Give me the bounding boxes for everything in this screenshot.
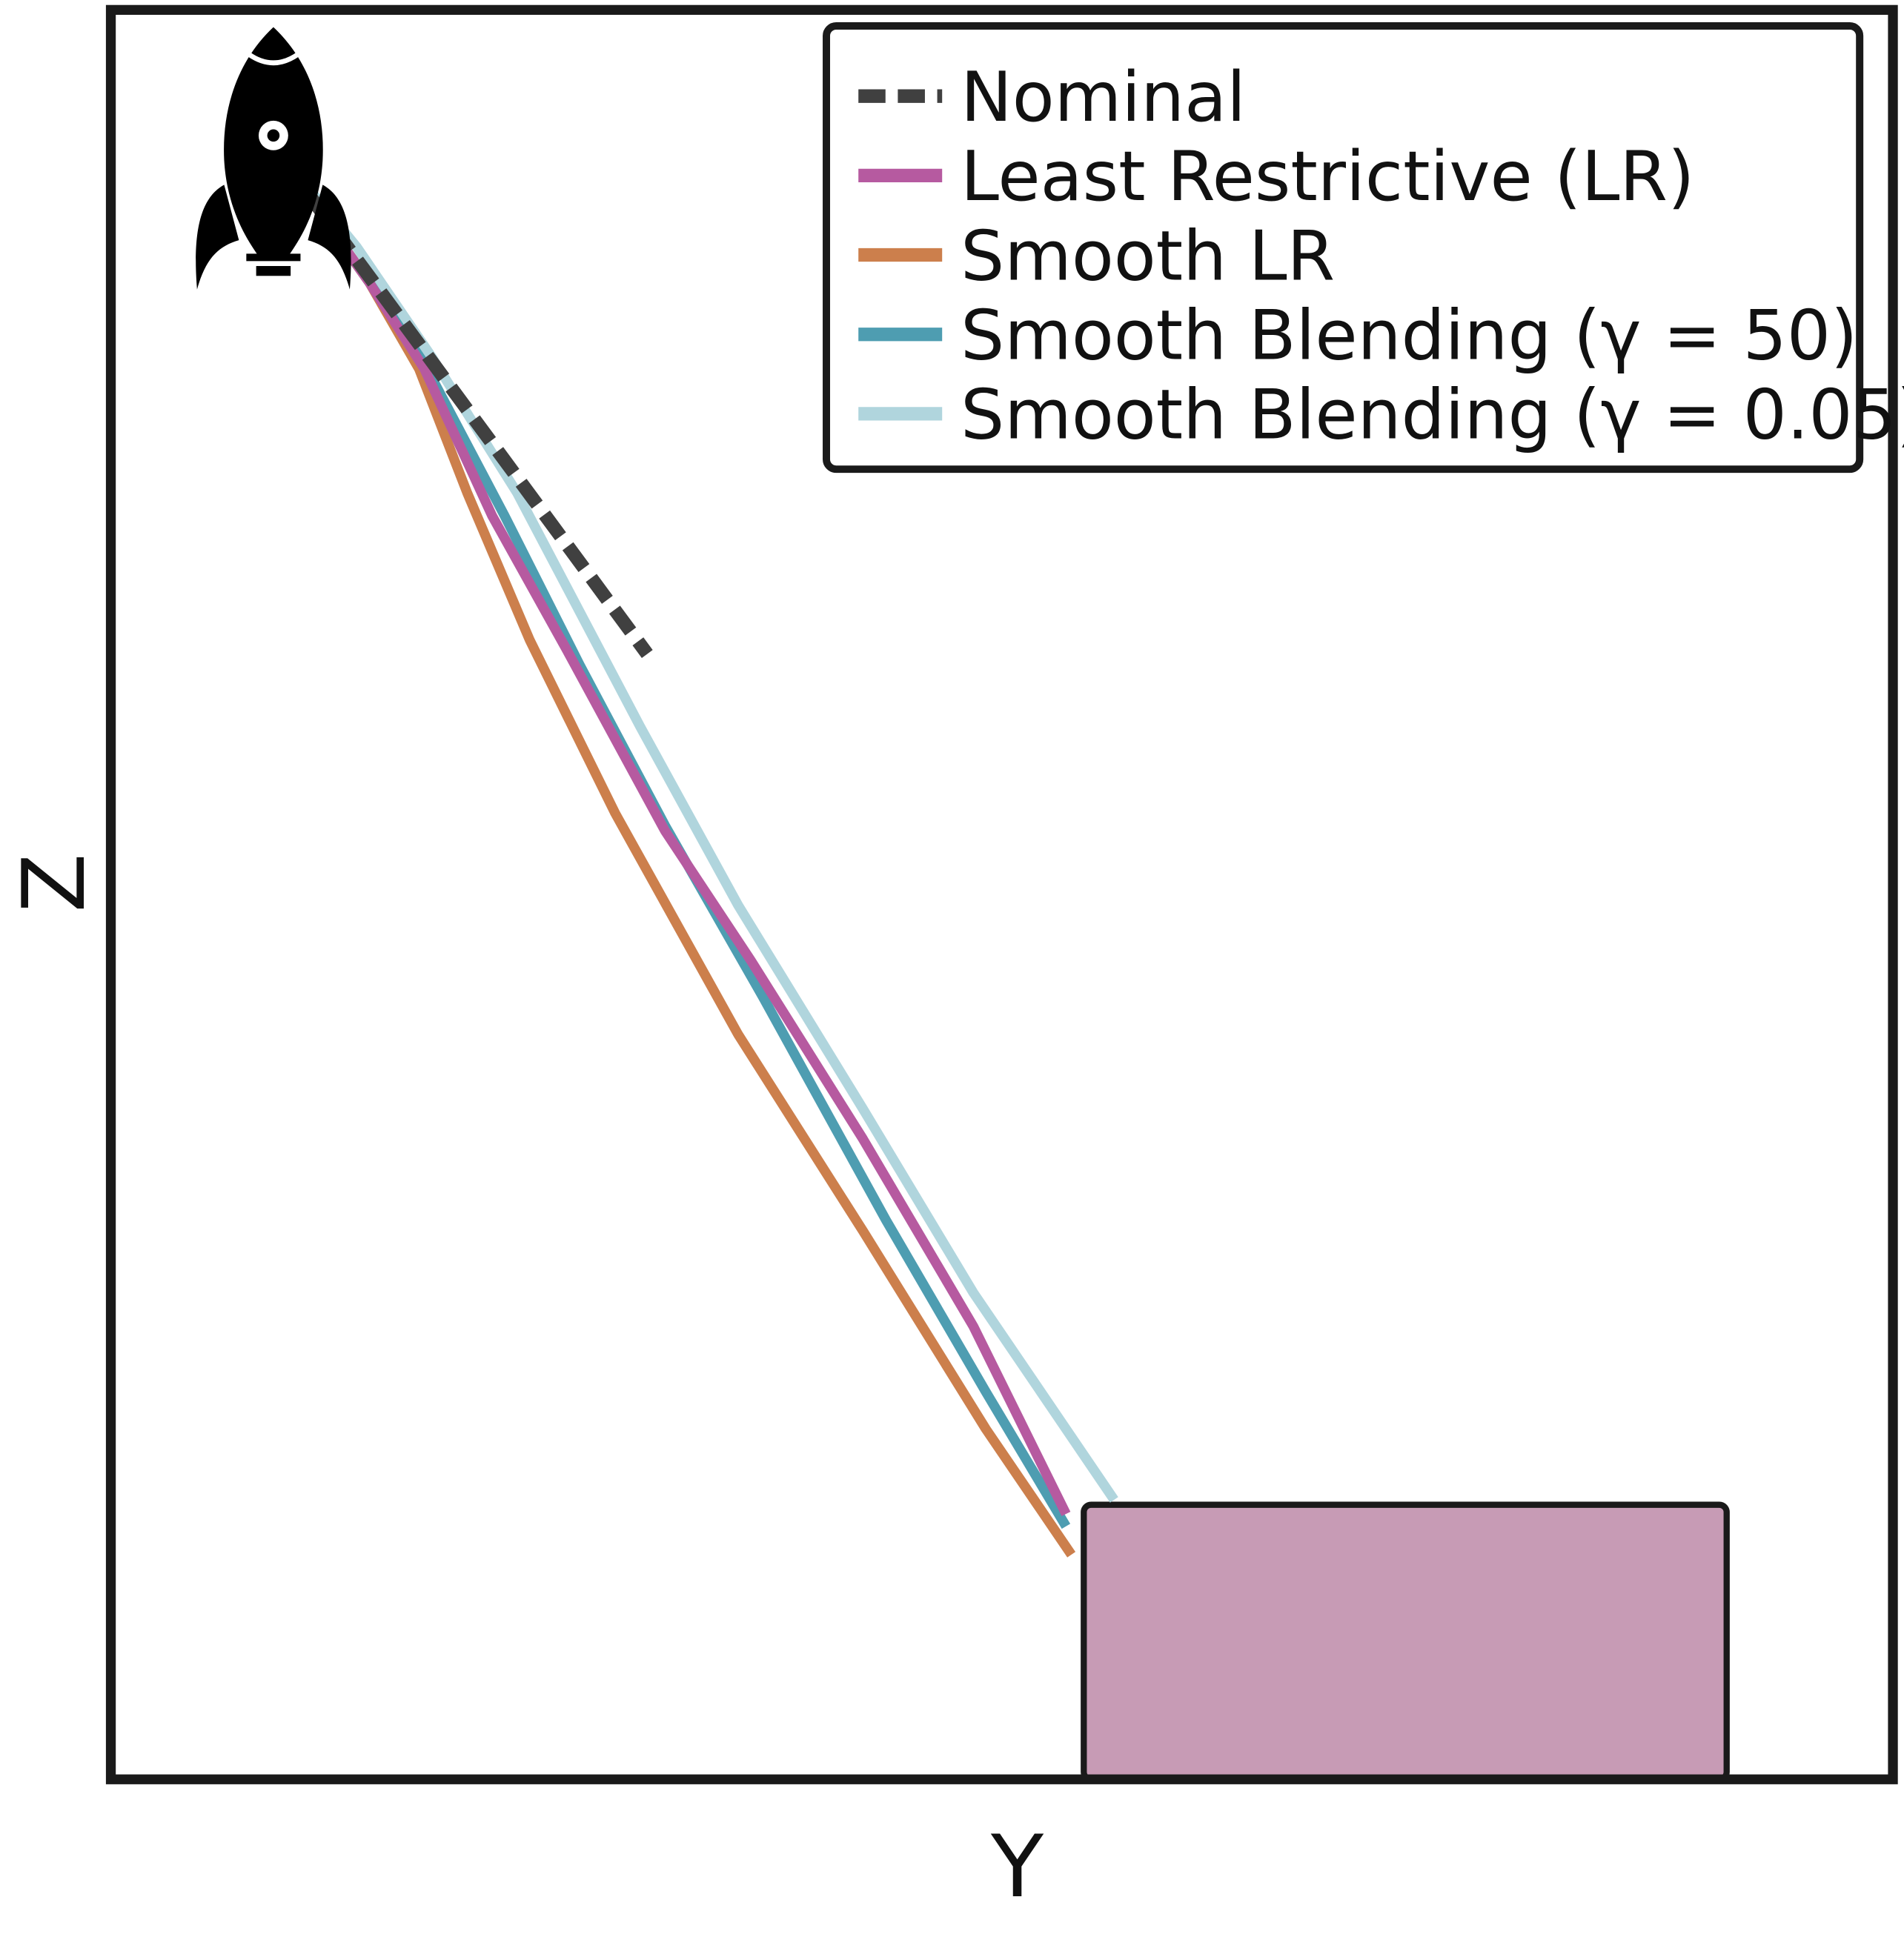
legend-label: Least Restrictive (LR)	[961, 136, 1694, 216]
rocket-icon	[196, 27, 351, 290]
x-axis-label: Y	[990, 1817, 1044, 1917]
plot-frame	[105, 4, 1898, 1784]
legend-label: Smooth LR	[961, 216, 1335, 296]
legend	[823, 21, 1864, 474]
landing-zone	[1081, 1501, 1730, 1783]
legend-label: Nominal	[961, 57, 1246, 137]
legend-label: Smooth Blending (γ = 0.05)	[961, 375, 1904, 455]
legend-label: Smooth Blending (γ = 50)	[961, 295, 1857, 375]
series-layer	[258, 130, 1118, 1558]
series-line	[259, 130, 1071, 1516]
series-line	[258, 130, 653, 658]
series-line	[260, 130, 1118, 1503]
y-axis-label: Z	[4, 854, 105, 913]
